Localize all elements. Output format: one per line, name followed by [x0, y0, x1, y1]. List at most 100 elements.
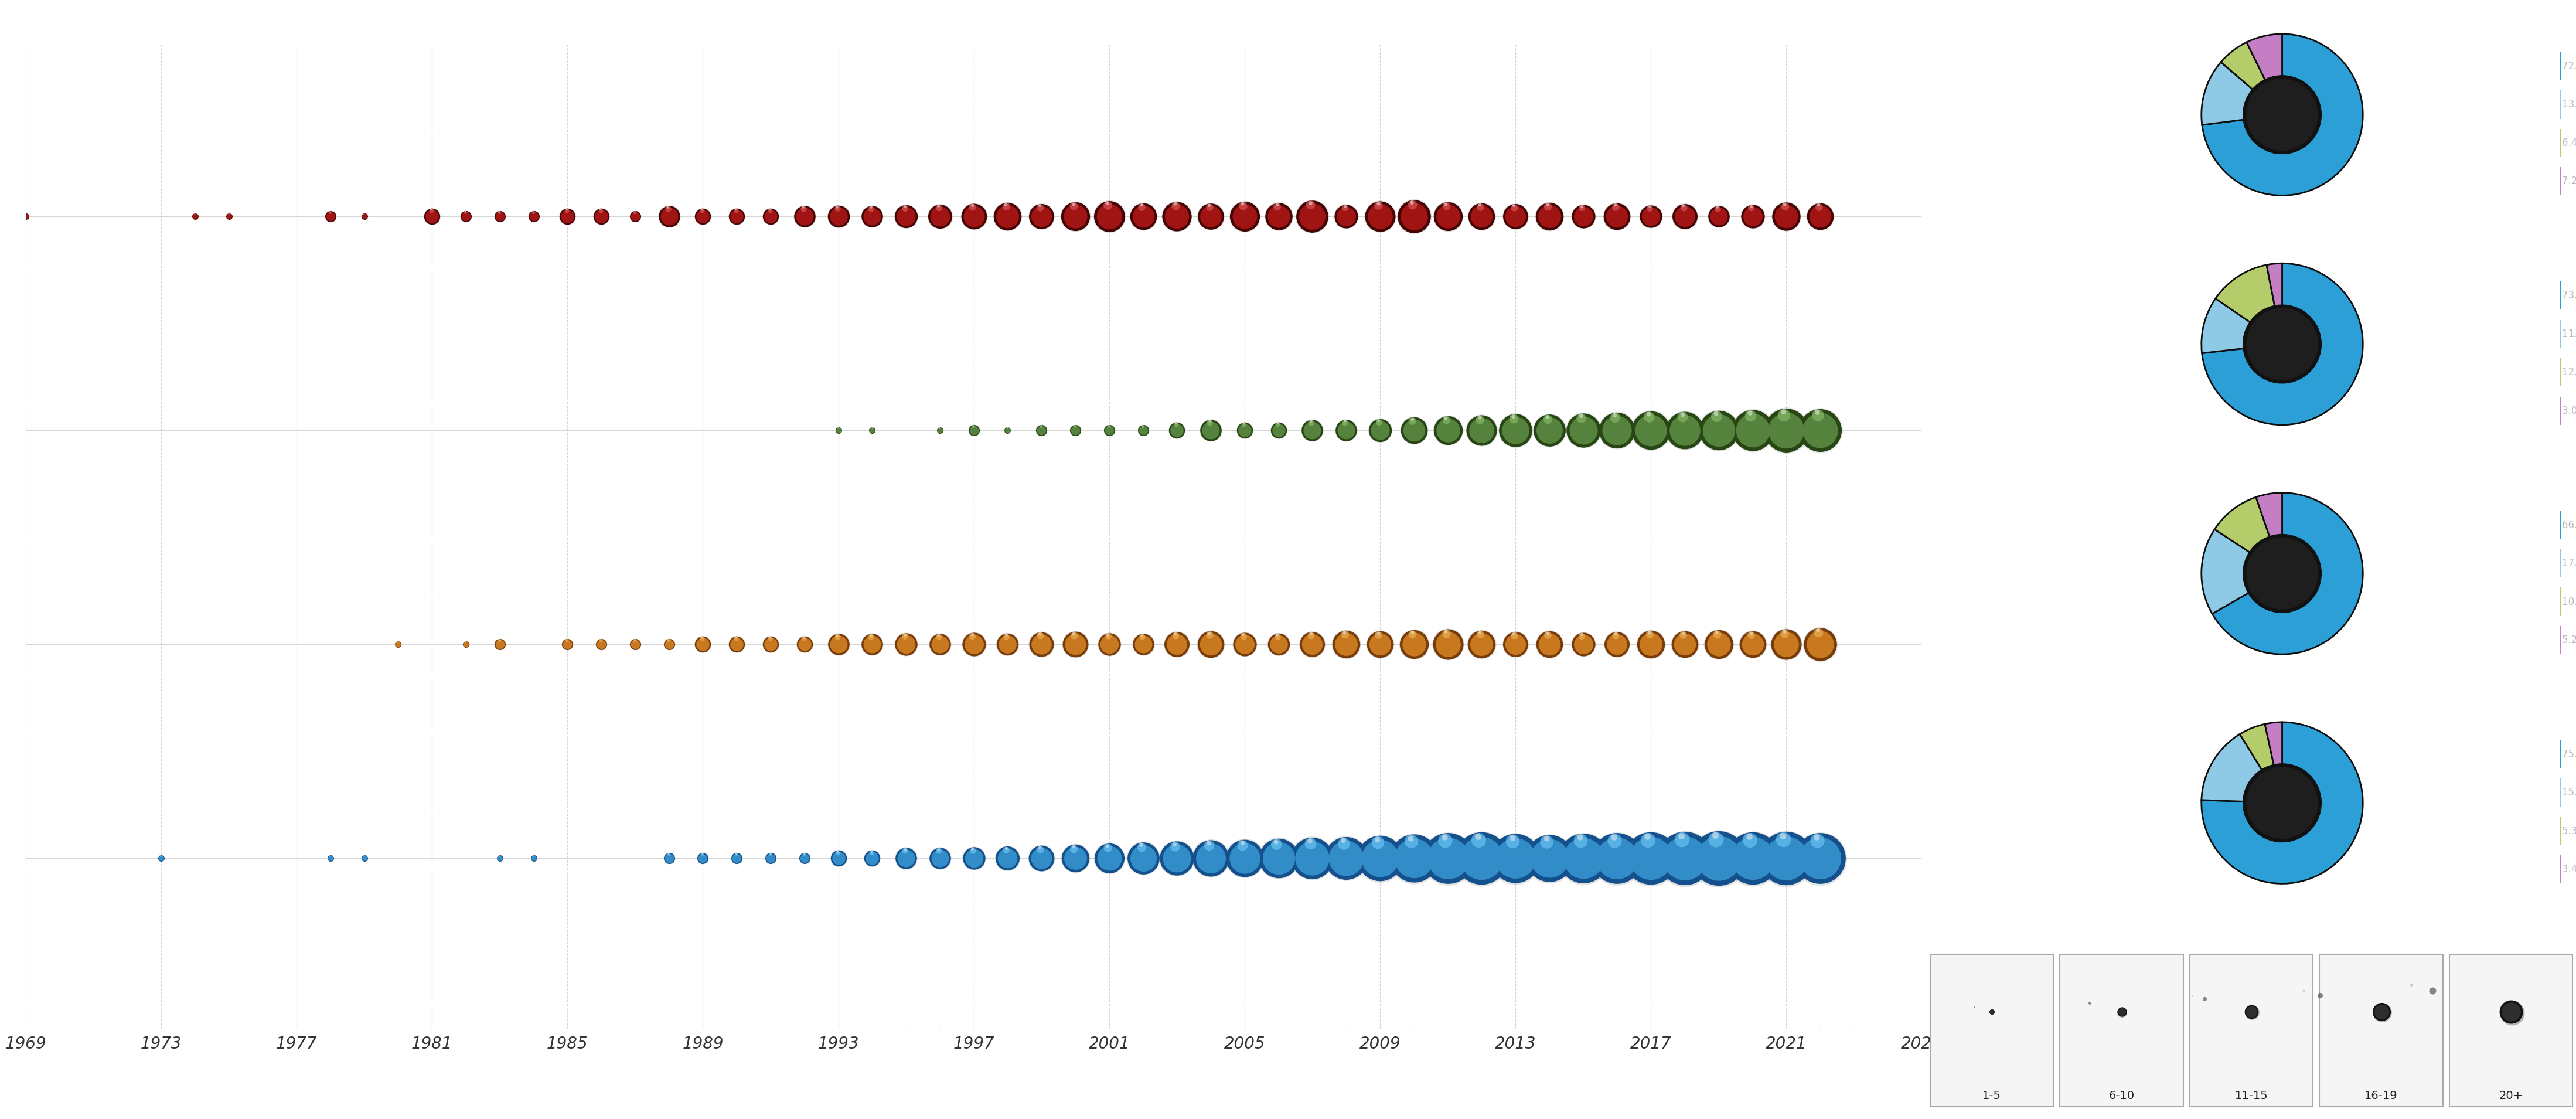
Point [1798, 406, 1839, 424]
Point [1801, 207, 1842, 225]
Point [750, 849, 791, 867]
Text: 13.31%  CYN: 13.31% CYN [2563, 100, 2576, 110]
Point [343, 205, 384, 223]
Point [817, 207, 858, 225]
Point [1391, 196, 1432, 214]
Point [616, 207, 657, 225]
Point [1190, 636, 1231, 653]
Point [1953, 998, 1994, 1016]
Point [1528, 636, 1569, 653]
Point [817, 849, 858, 867]
Point [5, 207, 46, 225]
Point [951, 198, 992, 216]
Point [1425, 624, 1466, 642]
Point [1394, 636, 1435, 653]
Point [1698, 849, 1739, 867]
Point [1157, 849, 1198, 867]
Point [716, 849, 757, 867]
Point [1360, 849, 1401, 867]
Point [1427, 207, 1468, 225]
Point [1154, 835, 1195, 853]
Point [649, 849, 690, 867]
Point [1762, 406, 1803, 424]
Text: 3.09%  ANTX: 3.09% ANTX [2563, 405, 2576, 416]
Point [1595, 831, 1636, 849]
Point [1494, 636, 1535, 653]
Point [716, 629, 757, 647]
Point [649, 636, 690, 653]
Point [853, 421, 894, 439]
Point [1528, 849, 1569, 867]
Point [1054, 207, 1095, 225]
Point [1324, 414, 1365, 432]
Point [2231, 1003, 2272, 1021]
Point [1090, 207, 1131, 225]
Point [1188, 412, 1229, 430]
Point [1188, 834, 1229, 852]
Point [1188, 624, 1229, 642]
Point [1391, 194, 1432, 211]
Point [1054, 421, 1095, 439]
Point [1190, 636, 1231, 653]
Point [1798, 621, 1839, 639]
Point [1425, 411, 1466, 429]
Point [1324, 412, 1365, 430]
Point [1360, 849, 1401, 867]
Point [1564, 636, 1605, 653]
Point [683, 207, 724, 225]
Point [446, 636, 487, 653]
Point [1728, 404, 1770, 422]
Text: 17.54%  CYN: 17.54% CYN [2563, 558, 2576, 568]
Point [1801, 636, 1842, 653]
Point [1561, 197, 1602, 215]
Point [479, 636, 520, 653]
Point [987, 419, 1028, 436]
Point [750, 207, 791, 225]
Point [853, 849, 894, 867]
Point [683, 845, 724, 863]
Point [209, 207, 250, 225]
Point [1765, 207, 1806, 225]
Point [987, 840, 1028, 858]
Point [1597, 636, 1638, 653]
Point [1121, 838, 1162, 856]
Point [716, 845, 757, 863]
Point [817, 421, 858, 439]
Point [1257, 415, 1298, 433]
Point [1360, 636, 1401, 653]
Point [1190, 849, 1231, 867]
Point [1597, 849, 1638, 867]
Point [1664, 636, 1705, 653]
Point [1662, 405, 1703, 423]
Point [1291, 207, 1332, 225]
Point [1461, 207, 1502, 225]
Point [1461, 421, 1502, 439]
Point [1595, 196, 1636, 214]
Point [1795, 831, 1837, 849]
Point [1157, 636, 1198, 653]
Point [750, 629, 791, 647]
Point [613, 203, 654, 220]
Point [1224, 849, 1265, 867]
Point [1020, 840, 1061, 858]
Point [1628, 405, 1669, 423]
Point [1631, 421, 1672, 439]
Point [647, 198, 688, 216]
Point [716, 630, 757, 648]
Point [5, 207, 46, 225]
Point [817, 421, 858, 439]
Point [1631, 421, 1672, 439]
Point [1020, 207, 1061, 225]
Point [1528, 410, 1569, 427]
Point [716, 636, 757, 653]
Point [1564, 636, 1605, 653]
Point [479, 849, 520, 867]
Point [1662, 198, 1703, 216]
Point [1494, 849, 1535, 867]
Point [884, 197, 925, 215]
Wedge shape [2267, 263, 2282, 307]
Point [1494, 207, 1535, 225]
Point [984, 196, 1025, 214]
Point [343, 207, 384, 225]
Point [1121, 627, 1162, 645]
